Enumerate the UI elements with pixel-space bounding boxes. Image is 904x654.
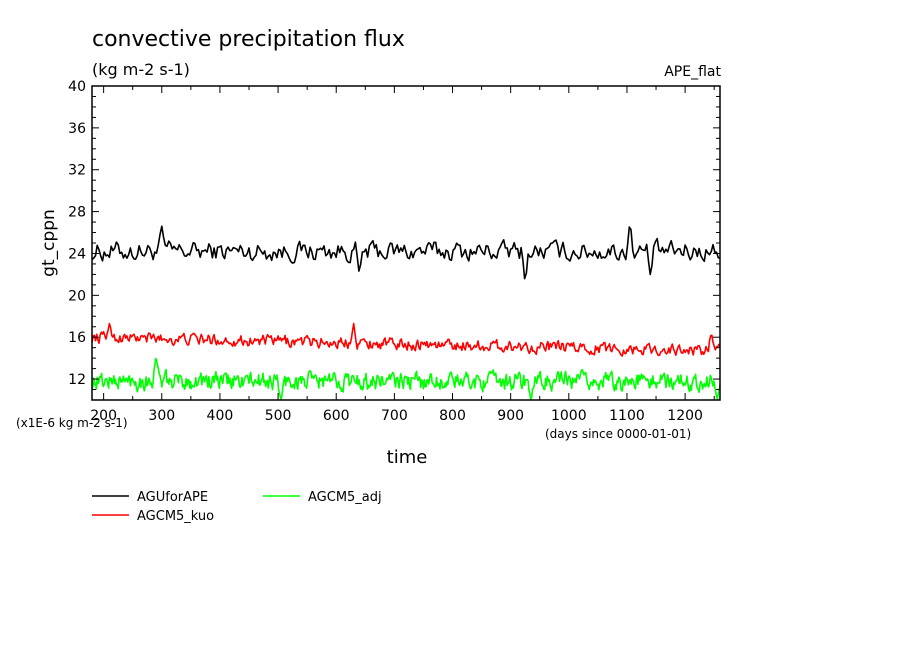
legend-item-aguforape: AGUforAPE xyxy=(92,490,208,505)
y-tick-label-28: 28 xyxy=(68,205,86,221)
y-tick-label-16: 16 xyxy=(68,330,86,346)
time-note: (days since 0000-01-01) xyxy=(545,427,691,441)
x-axis: 200 300 400 500 600 700 800 900 1000 1100 1200 xyxy=(90,86,715,424)
y-axis: 12 16 20 24 28 32 36 40 xyxy=(68,79,720,391)
x-tick-label-800: 800 xyxy=(439,408,466,424)
y-tick-label-24: 24 xyxy=(68,246,86,262)
x-tick-label-200: 200 xyxy=(90,408,117,424)
x-tick-label-1000: 1000 xyxy=(551,408,587,424)
y-axis-label: gt_cppn xyxy=(39,209,59,277)
y-tick-label-20: 20 xyxy=(68,288,86,304)
y-tick-label-36: 36 xyxy=(68,121,86,137)
x-tick-label-300: 300 xyxy=(148,408,175,424)
legend: AGUforAPE AGCM5_kuo AGCM5_adj xyxy=(92,490,382,524)
series-line-aguforape xyxy=(91,225,721,280)
y-tick-label-32: 32 xyxy=(68,163,86,179)
legend-label-agcm5-adj: AGCM5_adj xyxy=(308,490,382,505)
legend-item-agcm5-kuo: AGCM5_kuo xyxy=(92,509,214,524)
x-tick-label-1200: 1200 xyxy=(667,408,703,424)
x-tick-label-500: 500 xyxy=(265,408,292,424)
legend-label-agcm5-kuo: AGCM5_kuo xyxy=(137,509,214,524)
chart-units: (kg m-2 s-1) xyxy=(92,60,190,79)
legend-label-aguforape: AGUforAPE xyxy=(137,490,208,505)
x-tick-label-400: 400 xyxy=(207,408,234,424)
x-axis-label: time xyxy=(387,447,428,468)
x-tick-label-600: 600 xyxy=(323,408,350,424)
series-line-agcm5-adj xyxy=(91,357,721,401)
x-tick-label-1100: 1100 xyxy=(609,408,645,424)
series-line-agcm5-kuo xyxy=(91,322,721,357)
x-tick-label-700: 700 xyxy=(381,408,408,424)
chart-title: convective precipitation flux xyxy=(92,27,405,52)
y-tick-label-40: 40 xyxy=(68,79,86,95)
legend-item-agcm5-adj: AGCM5_adj xyxy=(263,490,382,505)
x-tick-label-900: 900 xyxy=(497,408,524,424)
y-tick-label-12: 12 xyxy=(68,372,86,388)
series-layer xyxy=(91,225,721,401)
scale-note: (x1E-6 kg m-2 s-1) xyxy=(16,416,128,430)
experiment-label: APE_flat xyxy=(664,64,721,80)
